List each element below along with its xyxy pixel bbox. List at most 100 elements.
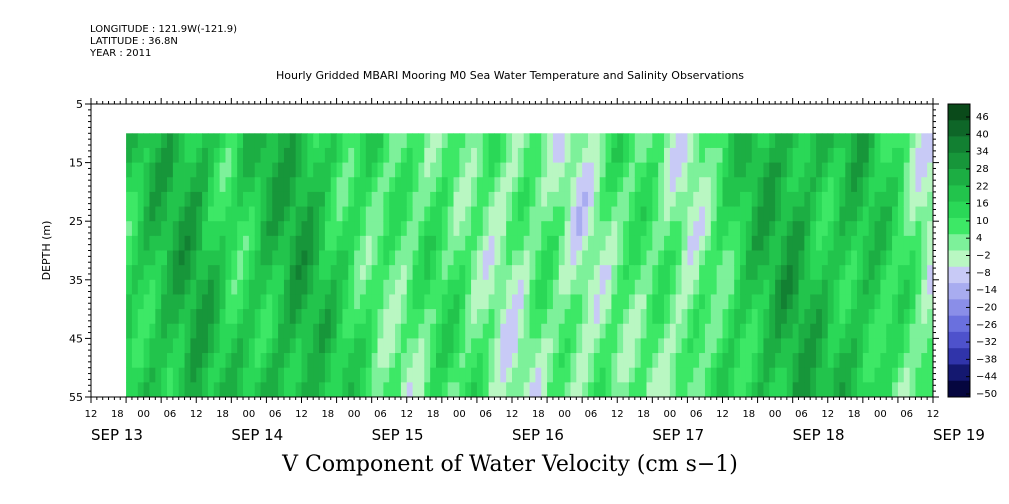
heatmap-cell bbox=[435, 353, 443, 369]
heatmap-cell bbox=[289, 235, 297, 251]
heatmap-cell bbox=[471, 367, 478, 383]
heatmap-cell bbox=[810, 177, 817, 193]
heatmap-cell bbox=[617, 353, 624, 369]
heatmap-cell bbox=[582, 265, 589, 281]
heatmap-cell bbox=[634, 353, 642, 369]
heatmap-cell bbox=[605, 309, 612, 325]
heatmap-cell bbox=[652, 353, 659, 369]
heatmap-cell bbox=[172, 206, 180, 222]
heatmap-cell bbox=[558, 265, 566, 281]
heatmap-cell bbox=[307, 382, 314, 398]
heatmap-cell bbox=[412, 162, 419, 178]
heatmap-cell bbox=[628, 353, 636, 369]
heatmap-cell bbox=[202, 294, 209, 310]
heatmap-cell bbox=[512, 279, 519, 295]
heatmap-cell bbox=[816, 133, 823, 149]
heatmap-cell bbox=[137, 338, 145, 354]
heatmap-cell bbox=[307, 323, 314, 339]
heatmap-cell bbox=[664, 147, 671, 163]
heatmap-cell bbox=[289, 338, 297, 354]
heatmap-cell bbox=[804, 382, 811, 398]
heatmap-cell bbox=[441, 162, 449, 178]
heatmap-cell bbox=[243, 309, 250, 325]
heatmap-cell bbox=[529, 279, 536, 295]
heatmap-cell bbox=[500, 250, 507, 266]
heatmap-cell bbox=[400, 294, 408, 310]
heatmap-cell bbox=[424, 191, 431, 207]
heatmap-cell bbox=[728, 353, 735, 369]
heatmap-cell bbox=[354, 162, 361, 178]
heatmap-cell bbox=[342, 221, 349, 237]
heatmap-cell bbox=[839, 338, 846, 354]
heatmap-cell bbox=[699, 265, 706, 281]
heatmap-cell bbox=[283, 353, 291, 369]
heatmap-cell bbox=[664, 191, 671, 207]
heatmap-cell bbox=[845, 367, 852, 383]
heatmap-cell bbox=[634, 323, 642, 339]
heatmap-cell bbox=[435, 206, 443, 222]
heatmap-cell bbox=[658, 206, 665, 222]
heatmap-cell bbox=[833, 279, 840, 295]
heatmap-cell bbox=[471, 177, 478, 193]
heatmap-cell bbox=[558, 279, 566, 295]
heatmap-cell bbox=[681, 265, 688, 281]
heatmap-cell bbox=[506, 279, 513, 295]
heatmap-cell bbox=[196, 177, 203, 193]
heatmap-cell bbox=[722, 221, 729, 237]
heatmap-cell bbox=[833, 147, 840, 163]
heatmap-cell bbox=[862, 309, 870, 325]
heatmap-cell bbox=[798, 133, 805, 149]
heatmap-cell bbox=[786, 133, 794, 149]
heatmap-cell bbox=[400, 338, 408, 354]
heatmap-cell bbox=[640, 250, 647, 266]
heatmap-cell bbox=[430, 177, 437, 193]
heatmap-cell bbox=[435, 177, 443, 193]
heatmap-cell bbox=[143, 235, 150, 251]
heatmap-cell bbox=[786, 323, 794, 339]
heatmap-cell bbox=[921, 206, 928, 222]
heatmap-cell bbox=[669, 162, 677, 178]
heatmap-cell bbox=[909, 206, 916, 222]
heatmap-cell bbox=[827, 221, 834, 237]
heatmap-cell bbox=[623, 177, 630, 193]
heatmap-cell bbox=[155, 309, 162, 325]
heatmap-cell bbox=[126, 353, 133, 369]
heatmap-cell bbox=[722, 382, 729, 398]
heatmap-cell bbox=[687, 162, 694, 178]
heatmap-cell bbox=[716, 177, 723, 193]
colorbar-swatch bbox=[948, 169, 970, 186]
heatmap-cell bbox=[459, 147, 466, 163]
heatmap-cell bbox=[482, 367, 490, 383]
heatmap-cell bbox=[395, 147, 402, 163]
colorbar-swatch bbox=[948, 331, 970, 349]
heatmap-cell bbox=[202, 279, 209, 295]
heatmap-cell bbox=[915, 250, 922, 266]
heatmap-cell bbox=[570, 353, 577, 369]
heatmap-cell bbox=[330, 367, 337, 383]
heatmap-cell bbox=[406, 367, 413, 383]
heatmap-cell bbox=[897, 323, 905, 339]
heatmap-cell bbox=[558, 338, 566, 354]
heatmap-cell bbox=[792, 294, 799, 310]
heatmap-cell bbox=[617, 235, 624, 251]
heatmap-cell bbox=[137, 250, 145, 266]
heatmap-cell bbox=[406, 338, 413, 354]
heatmap-cell bbox=[570, 221, 577, 237]
heatmap-cell bbox=[301, 191, 308, 207]
heatmap-cell bbox=[149, 235, 156, 251]
heatmap-cell bbox=[184, 177, 191, 193]
heatmap-cell bbox=[564, 133, 571, 149]
heatmap-cell bbox=[319, 309, 326, 325]
heatmap-cell bbox=[722, 279, 729, 295]
heatmap-cell bbox=[330, 235, 337, 251]
heatmap-cell bbox=[775, 147, 782, 163]
heatmap-cell bbox=[927, 177, 934, 193]
heatmap-cell bbox=[921, 191, 928, 207]
heatmap-cell bbox=[605, 367, 612, 383]
heatmap-cell bbox=[588, 338, 595, 354]
heatmap-cell bbox=[909, 294, 916, 310]
heatmap-cell bbox=[319, 235, 326, 251]
heatmap-cell bbox=[219, 177, 226, 193]
heatmap-cell bbox=[710, 133, 718, 149]
heatmap-cell bbox=[880, 353, 887, 369]
